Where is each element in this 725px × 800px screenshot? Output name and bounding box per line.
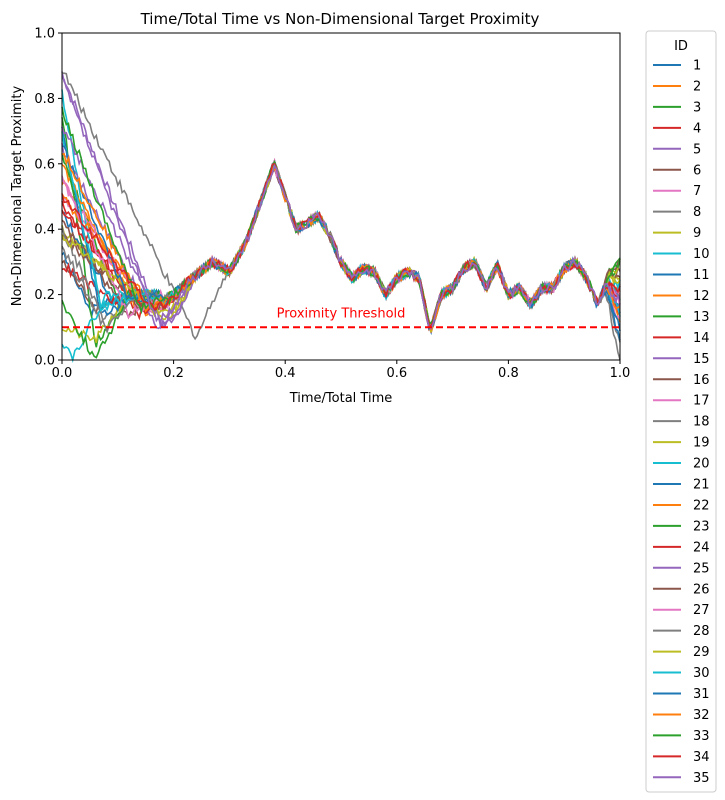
legend-label-2: 2 (693, 79, 701, 94)
x-tick-label: 0.4 (275, 366, 296, 381)
legend-label-15: 15 (693, 352, 710, 367)
legend-label-22: 22 (693, 498, 710, 513)
legend-label-17: 17 (693, 394, 710, 409)
legend-label-12: 12 (693, 289, 710, 304)
legend-label-25: 25 (693, 561, 710, 576)
legend-label-30: 30 (693, 666, 710, 681)
legend-label-23: 23 (693, 519, 710, 534)
chart-title: Time/Total Time vs Non-Dimensional Targe… (140, 10, 540, 28)
legend-label-1: 1 (693, 59, 701, 74)
x-tick-label: 0.6 (386, 366, 407, 381)
x-axis-ticks: 0.0 0.2 0.4 0.6 0.8 1.0 (52, 360, 631, 381)
legend-title: ID (674, 39, 688, 54)
legend-label-28: 28 (693, 624, 710, 639)
y-tick-label: 0.8 (34, 92, 55, 107)
legend-label-16: 16 (693, 373, 710, 388)
legend-label-4: 4 (693, 121, 701, 136)
legend-label-10: 10 (693, 247, 710, 262)
x-tick-label: 0.8 (498, 366, 519, 381)
legend-label-29: 29 (693, 645, 710, 660)
series-line-33 (61, 106, 621, 325)
legend-label-9: 9 (693, 226, 701, 241)
legend: ID 1234567891011121314151617181920212223… (645, 30, 717, 793)
series-line-35 (61, 76, 621, 330)
legend-label-26: 26 (693, 582, 710, 597)
legend-items: 1234567891011121314151617181920212223242… (653, 59, 710, 786)
legend-label-24: 24 (693, 540, 710, 555)
legend-label-7: 7 (693, 184, 701, 199)
legend-label-21: 21 (693, 478, 710, 493)
legend-label-8: 8 (693, 205, 701, 220)
legend-frame (645, 30, 717, 793)
y-tick-label: 1.0 (34, 27, 55, 42)
legend-label-5: 5 (693, 142, 701, 157)
legend-label-35: 35 (693, 771, 710, 786)
x-tick-label: 0.2 (163, 366, 184, 381)
legend-label-13: 13 (693, 310, 710, 325)
legend-label-6: 6 (693, 163, 701, 178)
legend-label-19: 19 (693, 436, 710, 451)
legend-label-20: 20 (693, 457, 710, 472)
y-tick-label: 0.2 (34, 288, 55, 303)
legend-label-3: 3 (693, 100, 701, 115)
legend-label-27: 27 (693, 603, 710, 618)
y-axis-ticks: 0.0 0.2 0.4 0.6 0.8 1.0 (34, 27, 62, 369)
x-axis-label: Time/Total Time (289, 391, 393, 406)
legend-label-18: 18 (693, 415, 710, 430)
y-tick-label: 0.4 (34, 223, 55, 238)
legend-label-31: 31 (693, 687, 710, 702)
y-tick-label: 0.6 (34, 157, 55, 172)
threshold-label: Proximity Threshold (277, 306, 406, 321)
plot-area-border (61, 32, 621, 361)
legend-label-11: 11 (693, 268, 710, 283)
legend-label-33: 33 (693, 729, 710, 744)
series-layer (61, 71, 621, 364)
x-tick-label: 0.0 (52, 366, 73, 381)
legend-label-14: 14 (693, 331, 710, 346)
y-tick-label: 0.0 (34, 354, 55, 369)
legend-label-32: 32 (693, 708, 710, 723)
y-axis-label: Non-Dimensional Target Proximity (10, 86, 25, 307)
legend-label-34: 34 (693, 750, 710, 765)
x-tick-label: 1.0 (610, 366, 631, 381)
